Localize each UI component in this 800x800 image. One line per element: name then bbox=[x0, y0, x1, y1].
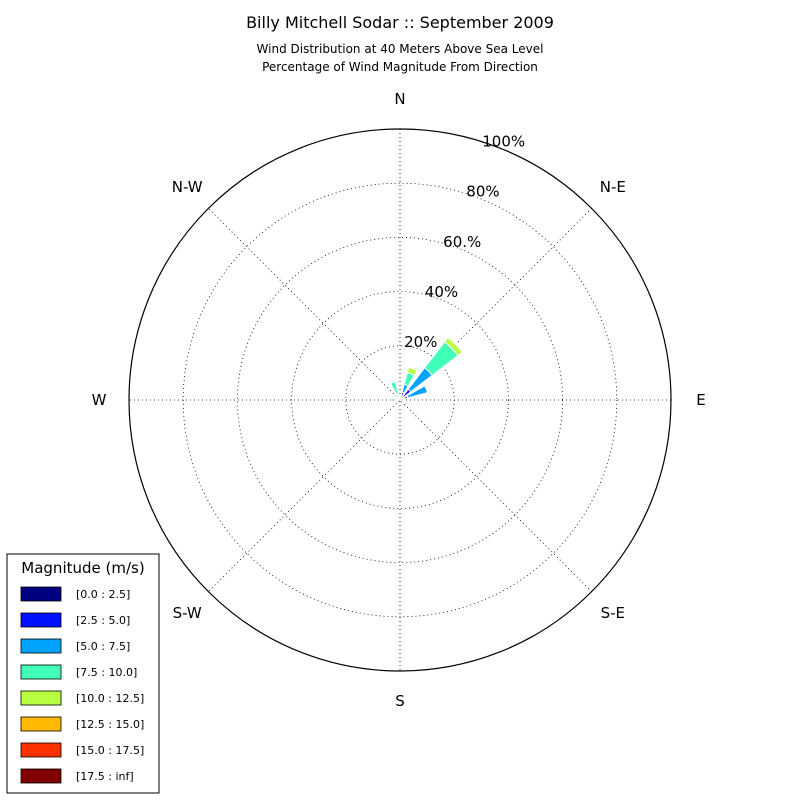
legend-title: Magnitude (m/s) bbox=[21, 559, 144, 577]
polar-labels: 20% 40% 60.% 80% 100% N N-E E S-E S S-W W N-W bbox=[92, 90, 706, 710]
grid-ring-20 bbox=[345, 345, 455, 455]
direction-label-w: W bbox=[92, 391, 107, 409]
ring-label-80: 80% bbox=[466, 183, 499, 201]
legend-swatch-1 bbox=[20, 612, 62, 628]
chart-subtitle-line-1: Wind Distribution at 40 Meters Above Sea… bbox=[257, 42, 544, 56]
legend-swatch-2 bbox=[20, 638, 62, 654]
legend-swatch-4 bbox=[20, 690, 62, 706]
direction-label-s-e: S-E bbox=[601, 604, 625, 622]
ring-label-40: 40% bbox=[425, 283, 458, 301]
ring-label-100: 100% bbox=[482, 133, 525, 151]
wind-sector-112.5-bin-1 bbox=[400, 399, 404, 403]
legend-swatch-6 bbox=[20, 742, 62, 758]
legend: Magnitude (m/s) [0.0 : 2.5] [2.5 : 5.0] [5.… bbox=[6, 553, 160, 794]
grid-ring-80 bbox=[182, 182, 618, 618]
wind-sector-67.5-bin-2 bbox=[406, 385, 429, 399]
legend-label-5: [12.5 : 15.0] bbox=[76, 718, 144, 731]
direction-label-n: N bbox=[394, 90, 405, 108]
ring-label-20: 20% bbox=[404, 333, 437, 351]
direction-label-s-w: S-W bbox=[173, 604, 202, 622]
legend-label-0: [0.0 : 2.5] bbox=[76, 588, 130, 601]
legend-label-4: [10.0 : 12.5] bbox=[76, 692, 144, 705]
legend-swatch-5 bbox=[20, 716, 62, 732]
legend-label-6: [15.0 : 17.5] bbox=[76, 744, 144, 757]
wind-sector-315-bin-2 bbox=[393, 393, 399, 399]
wind-sector-0-bin-1 bbox=[398, 395, 402, 400]
ring-label-60: 60.% bbox=[443, 233, 481, 251]
legend-swatch-7 bbox=[20, 768, 62, 784]
legend-label-2: [5.0 : 7.5] bbox=[76, 640, 130, 653]
legend-label-3: [7.5 : 10.0] bbox=[76, 666, 137, 679]
direction-label-s: S bbox=[395, 692, 405, 710]
wind-sector-337.5-bin-3 bbox=[389, 381, 399, 395]
outer-ring bbox=[128, 128, 672, 672]
wind-sector-22.5-bin-4 bbox=[406, 366, 418, 377]
legend-swatch-0 bbox=[20, 586, 62, 602]
legend-swatch-3 bbox=[20, 664, 62, 680]
polar-grid bbox=[128, 128, 672, 672]
legend-label-1: [2.5 : 5.0] bbox=[76, 614, 130, 627]
wind-sector-270-bin-2 bbox=[391, 398, 397, 402]
wind-sectors bbox=[389, 336, 464, 403]
chart-title: Billy Mitchell Sodar :: September 2009 bbox=[246, 13, 554, 32]
legend-label-7: [17.5 : inf] bbox=[76, 770, 134, 783]
direction-label-e: E bbox=[696, 391, 705, 409]
grid-ring-40 bbox=[291, 291, 509, 509]
direction-label-n-e: N-E bbox=[600, 178, 626, 196]
grid-ring-60 bbox=[236, 236, 564, 564]
chart-subtitle-line-2: Percentage of Wind Magnitude From Direct… bbox=[262, 60, 538, 74]
wind-sector-45-bin-4 bbox=[443, 336, 464, 357]
direction-label-n-w: N-W bbox=[172, 178, 203, 196]
